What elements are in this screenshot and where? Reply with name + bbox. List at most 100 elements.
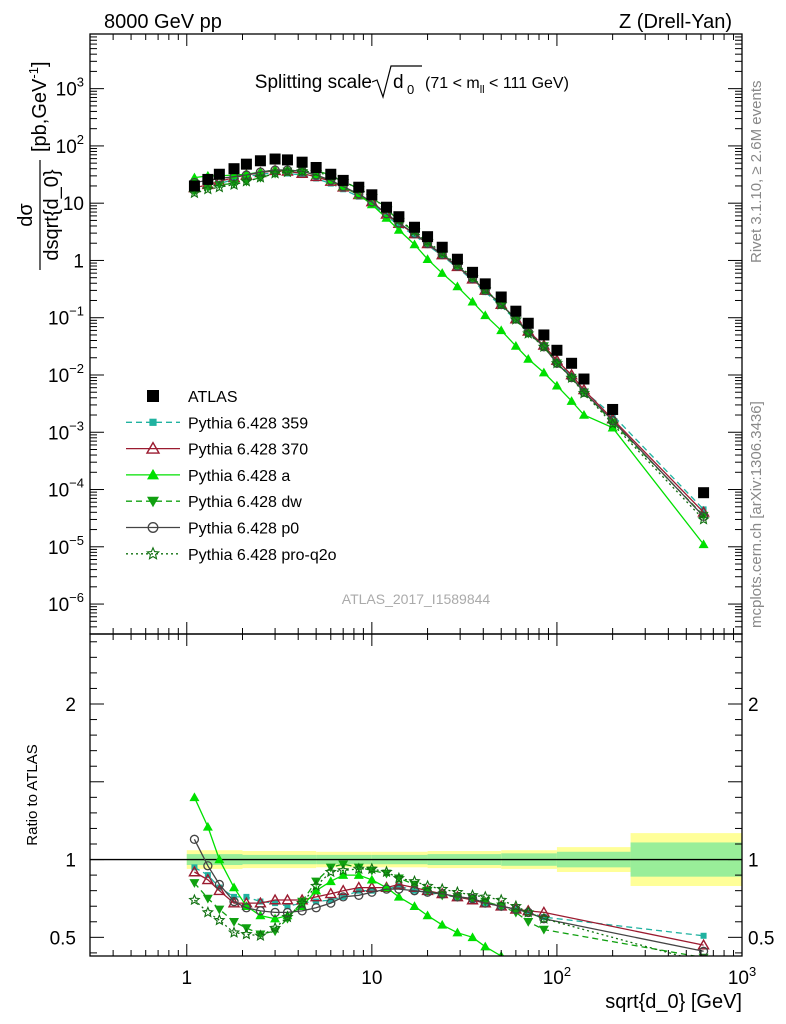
data-point bbox=[254, 171, 267, 183]
ratio-point bbox=[522, 905, 535, 918]
ratio-series-line bbox=[194, 871, 704, 946]
ratio-point bbox=[409, 886, 420, 896]
ratio-point bbox=[203, 861, 213, 871]
data-point bbox=[698, 511, 709, 522]
ratio-y-tick-label: 1 bbox=[65, 851, 76, 872]
data-point bbox=[240, 158, 252, 170]
data-point bbox=[255, 167, 266, 177]
data-point bbox=[227, 178, 241, 190]
ratio-point bbox=[495, 893, 508, 906]
series-line bbox=[194, 169, 705, 517]
ratio-point bbox=[452, 927, 463, 937]
ratio-point bbox=[229, 918, 240, 927]
data-point bbox=[538, 329, 550, 341]
ratio-point bbox=[216, 884, 223, 891]
ratio-point bbox=[537, 912, 550, 924]
data-point bbox=[509, 313, 522, 325]
y-tick-label: 10−4 bbox=[48, 476, 84, 502]
data-point bbox=[240, 174, 253, 187]
ratio-point bbox=[270, 927, 281, 937]
x-tick-label: 10 bbox=[361, 968, 382, 989]
data-point bbox=[436, 241, 448, 253]
title-root-sub: 0 bbox=[407, 82, 414, 97]
ratio-point bbox=[437, 919, 448, 929]
main-plot-frame bbox=[89, 33, 743, 635]
ratio-point bbox=[189, 792, 200, 802]
data-point bbox=[697, 513, 710, 525]
data-point bbox=[698, 487, 710, 499]
data-point bbox=[467, 296, 478, 306]
ratio-series-line bbox=[193, 863, 699, 956]
ratio-point bbox=[240, 927, 253, 940]
plot-title: Splitting scale d 0 (71 < mll < 111 GeV) bbox=[255, 65, 569, 100]
data-point bbox=[393, 211, 405, 223]
ratio-plot-data bbox=[90, 792, 742, 968]
y-tick-label: 10−1 bbox=[48, 304, 84, 330]
ratio-point bbox=[254, 929, 267, 941]
ratio-point bbox=[229, 896, 239, 907]
y-tick-label: 102 bbox=[56, 132, 84, 158]
data-point bbox=[607, 415, 618, 426]
data-point bbox=[325, 168, 337, 180]
ratio-point bbox=[354, 890, 364, 900]
ratio-series-pythia-6-428-p0 bbox=[189, 834, 709, 956]
ratio-point bbox=[467, 932, 478, 942]
legend-marker bbox=[149, 418, 157, 426]
axis-ticks: 1 10 102 10310−610−510−410−310−210−11101021… bbox=[48, 33, 774, 989]
ratio-series-line bbox=[193, 868, 684, 956]
data-point bbox=[578, 410, 589, 419]
data-point bbox=[393, 225, 404, 234]
legend-entry: ATLAS bbox=[147, 389, 238, 406]
y-label-numerator: dσ bbox=[15, 203, 37, 227]
ratio-point bbox=[310, 879, 323, 892]
x-tick-label: 1 bbox=[181, 968, 192, 989]
y-tick-label: 10 bbox=[63, 194, 84, 215]
ratio-point bbox=[467, 893, 478, 904]
plot-frames bbox=[89, 33, 743, 957]
data-point bbox=[188, 186, 201, 199]
data-point bbox=[451, 253, 463, 265]
ratio-series-group bbox=[90, 792, 742, 968]
ratio-point bbox=[421, 879, 434, 892]
legend-entry: Pythia 6.428 dw bbox=[126, 494, 302, 511]
legend-marker bbox=[145, 441, 161, 454]
ratio-point bbox=[393, 874, 404, 884]
ratio-point bbox=[523, 959, 533, 968]
ratio-point bbox=[326, 898, 336, 908]
ratio-point bbox=[437, 889, 447, 899]
ratio-point bbox=[327, 897, 334, 903]
ratio-point bbox=[268, 893, 282, 905]
legend-marker bbox=[145, 546, 161, 560]
main-series-group bbox=[188, 153, 710, 549]
data-point bbox=[281, 165, 294, 178]
ratio-point bbox=[189, 879, 200, 888]
data-point bbox=[337, 174, 349, 186]
ratio-point bbox=[213, 884, 226, 896]
ratio-point bbox=[703, 955, 704, 956]
data-point bbox=[201, 182, 214, 195]
header-right: Z (Drell-Yan) bbox=[619, 11, 732, 33]
x-axis-label: sqrt{d_0} [GeV] bbox=[605, 991, 742, 1013]
series-line bbox=[194, 169, 705, 545]
legend-label: Pythia 6.428 359 bbox=[188, 415, 308, 432]
series-line bbox=[194, 172, 705, 510]
ratio-point bbox=[337, 863, 350, 876]
series-atlas bbox=[188, 153, 710, 499]
ratio-point bbox=[452, 892, 463, 902]
legend: ATLAS Pythia 6.428 359 Pythia 6.428 370 Pyt… bbox=[126, 389, 337, 564]
ratio-point bbox=[311, 903, 321, 913]
data-point bbox=[607, 418, 618, 428]
legend-marker bbox=[147, 496, 159, 508]
ratio-y-tick-label-right: 0.5 bbox=[748, 928, 774, 949]
ratio-point bbox=[270, 907, 280, 918]
sqrt-symbol-icon bbox=[371, 65, 422, 100]
data-point bbox=[467, 266, 479, 278]
data-point bbox=[551, 344, 563, 356]
ratio-point bbox=[698, 946, 709, 956]
ratio-point bbox=[394, 884, 404, 894]
ratio-point bbox=[188, 865, 201, 877]
ratio-point bbox=[365, 881, 379, 893]
ratio-point bbox=[241, 903, 252, 913]
y-tick-label: 10−3 bbox=[48, 418, 84, 444]
